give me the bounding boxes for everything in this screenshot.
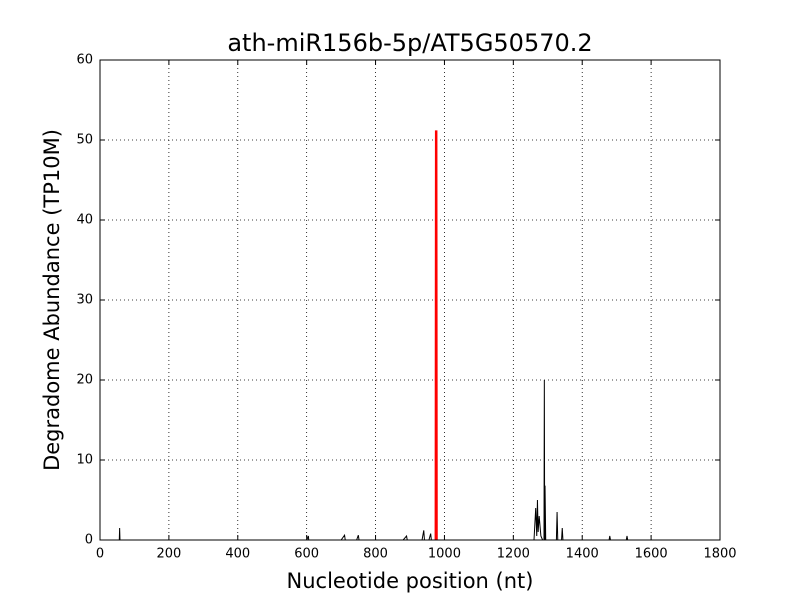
y-tick-label: 30 xyxy=(76,293,93,308)
x-tick-label: 1600 xyxy=(635,547,668,562)
y-tick-label: 40 xyxy=(76,213,93,228)
x-axis-label: Nucleotide position (nt) xyxy=(287,569,534,593)
x-tick-label: 1200 xyxy=(497,547,530,562)
x-tick-label: 1800 xyxy=(703,547,736,562)
x-tick-label: 200 xyxy=(156,547,181,562)
series-line xyxy=(100,379,720,541)
x-tick-label: 0 xyxy=(96,547,104,562)
y-tick-label: 0 xyxy=(85,533,93,548)
x-tick-label: 1400 xyxy=(566,547,599,562)
y-tick-label: 50 xyxy=(76,133,93,148)
y-tick-label: 60 xyxy=(76,53,93,68)
x-tick-label: 400 xyxy=(225,547,250,562)
y-tick-label: 20 xyxy=(76,373,93,388)
y-axis-label: Degradome Abundance (TP10M) xyxy=(40,129,64,471)
plot-frame xyxy=(99,59,721,541)
x-tick-label: 1000 xyxy=(428,547,461,562)
x-tick-label: 800 xyxy=(363,547,388,562)
x-tick-label: 600 xyxy=(294,547,319,562)
y-tick-label: 10 xyxy=(76,453,93,468)
chart-title: ath-miR156b-5p/AT5G50570.2 xyxy=(227,29,592,57)
series-line xyxy=(434,130,438,541)
